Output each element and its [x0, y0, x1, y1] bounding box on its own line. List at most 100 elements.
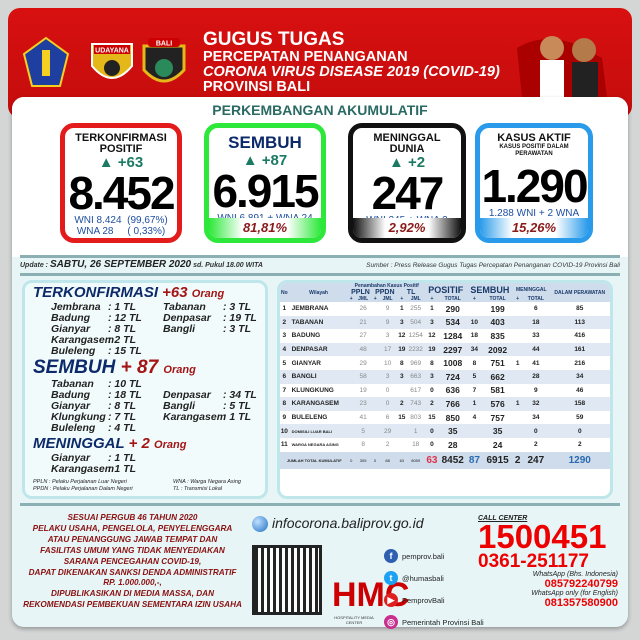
region-count: : 10 TL [108, 378, 142, 390]
total-cell: JUMLAH TOTAL KUMULATIF [280, 451, 349, 469]
notice-line: ATAU PENANGGUNG JAWAB TEMPAT DAN [47, 534, 218, 544]
table-cell: 34 [466, 342, 483, 357]
summary-row: Buleleng: 15 TL [51, 346, 265, 357]
table-cell: 1254 [408, 332, 423, 340]
whatsapp-english-number[interactable]: 081357580900 [544, 597, 618, 609]
call-center-phone[interactable]: 0361-251177 [478, 551, 589, 572]
website-link[interactable]: infocorona.baliprov.go.id [252, 515, 424, 533]
table-cell [466, 424, 483, 438]
table-cell: 4 [280, 342, 289, 357]
summary-row: Gianyar: 1 TL [51, 453, 265, 464]
table-cell: 15 [398, 414, 406, 422]
table-row: 10 DOMISILI LUAR BALI 5 29 1 0 35 35 0 0 [280, 424, 610, 438]
whatsapp-indonesia-number[interactable]: 085792240799 [544, 578, 618, 590]
social-handle[interactable]: PemprovBali [402, 595, 445, 605]
table-cell [513, 342, 523, 357]
section-title: PERKEMBANGAN AKUMULATIF [212, 102, 428, 118]
table-cell: 663 [406, 369, 425, 384]
social-pemerintah-provinsi-bali[interactable]: ◎ Pemerintah Provinsi Bali [384, 615, 484, 629]
subheader-plus: + [466, 296, 483, 302]
table-cell: 751 [490, 358, 505, 369]
table-cell: 12 [428, 332, 436, 340]
total-cell: 305 [353, 451, 373, 469]
social-handle[interactable]: Pemerintah Provinsi Bali [402, 617, 484, 627]
card-sublabel: KASUS POSITIF DALAM PERAWATAN [499, 144, 569, 157]
table-cell: 29 [359, 359, 367, 367]
social-pemprov-bali[interactable]: f pemprov.bali [384, 549, 444, 563]
table-cell: 1 [466, 397, 483, 411]
total-cell: 63 [397, 451, 407, 469]
title-line-4: PROVINSI BALI [203, 79, 311, 95]
card-kasus-aktif: KASUS AKTIF KASUS POSITIF DALAM PERAWATA… [475, 123, 593, 243]
whatsapp-english-label: WhatsApp only (for English) [531, 590, 618, 597]
region-count: : 3 TL [223, 301, 251, 313]
subheader-plus: + [348, 296, 354, 302]
summary-increase: +63 [162, 284, 188, 301]
daily-summary-panel: TERKONFIRMASI +63 Orang Jembrana: 1 TL Tab… [22, 280, 268, 499]
call-center-label: CALL CENTER [478, 515, 528, 522]
summary-row: Badung: 18 TL Denpasar: 34 TL [51, 390, 265, 401]
region-count: : 18 TL [108, 389, 142, 401]
subheader-total: TOTAL [522, 296, 550, 302]
summary-row: Jembrana: 1 TL Tabanan: 3 TL [51, 302, 265, 313]
table-cell: 19 [397, 342, 407, 357]
table-cell [397, 438, 406, 452]
table-cell: BADUNG [291, 332, 321, 340]
header-sembuh: SEMBUH [466, 283, 514, 296]
summary-unit: Orang [154, 439, 187, 451]
table-cell: 617 [410, 386, 422, 394]
table-cell: 8 [400, 359, 404, 367]
notice-line: PELAKU USAHA, PENGELOLA, PENYELENGGARA [32, 523, 233, 533]
table-cell: 3 [424, 315, 439, 330]
region-count: : 7 TL [108, 411, 136, 423]
region-name: Gianyar [51, 400, 91, 412]
summary-sembuh-heading: SEMBUH + 87 Orang [33, 358, 265, 379]
region-name: Bangli [163, 400, 196, 412]
header-tl: TL [397, 289, 425, 296]
table-cell: 10 [383, 359, 392, 367]
social-handle[interactable]: @humasbali [402, 573, 444, 583]
table-cell: BULELENG [291, 414, 328, 422]
table-cell: 58 [353, 369, 373, 384]
region-count: : 2 TL [108, 334, 136, 346]
table-cell: 199 [490, 303, 505, 314]
card-value: 247 [371, 167, 445, 219]
table-total-row: JUMLAH TOTAL KUMULATIF 0 305 0 88 63 8059 63 845… [280, 451, 610, 469]
region-count: : 19 TL [223, 312, 257, 324]
table-cell: DENPASAR [288, 342, 349, 357]
region-name: Karangasem [163, 411, 227, 423]
table-cell: 403 [482, 315, 514, 330]
website-text[interactable]: infocorona.baliprov.go.id [272, 515, 424, 531]
table-cell: 5 [466, 369, 483, 384]
header-dalam-perawatan: DALAM PERAWATAN [549, 283, 610, 302]
divider [20, 273, 620, 276]
table-cell: 59 [576, 414, 584, 422]
table-cell: 636 [445, 385, 460, 396]
call-center-number[interactable]: 1500451 [478, 518, 607, 555]
table-cell [372, 369, 378, 384]
table-row: 4 DENPASAR 48 17 19 2232 19 2297 34 2092 44 161 [280, 342, 610, 357]
table-cell: 113 [549, 315, 610, 330]
summary-row: Gianyar: 8 TL Bangli: 5 TL [51, 401, 265, 412]
table-cell: 766 [438, 397, 467, 411]
table-cell: 1 [430, 305, 434, 313]
whatsapp-indonesia-label: WhatsApp (Bhs. Indonesia) [532, 571, 618, 578]
table-row: 8 KARANGASEM 23 0 2 743 2 766 1 576 1 32 158 [280, 397, 610, 411]
social-handle[interactable]: pemprov.bali [402, 551, 445, 561]
table-cell [372, 397, 378, 411]
update-info: Update : SABTU, 26 SEPTEMBER 2020 sd. Pu… [20, 259, 263, 270]
social--humasbali[interactable]: t @humasbali [384, 571, 444, 585]
summary-meninggal-heading: MENINGGAL + 2 Orang [33, 436, 265, 453]
table-cell: 29 [377, 424, 398, 438]
table-cell [513, 302, 522, 316]
region-name: Gianyar [51, 452, 91, 464]
card-value: 1.290 [481, 160, 588, 212]
legend-ppln: PPLN : Pelaku Perjalanan Luar Negeri [33, 479, 127, 485]
region-count: : 1 TL [108, 463, 136, 475]
subheader-plus: + [424, 296, 439, 302]
table-cell: 18 [470, 332, 478, 340]
social-pemprovbali[interactable]: ▶ PemprovBali [384, 593, 445, 607]
table-cell [348, 315, 354, 330]
notice-line: SESUAI PERGUB 46 TAHUN 2020 [67, 513, 198, 522]
summary-unit: Orang [163, 364, 196, 376]
